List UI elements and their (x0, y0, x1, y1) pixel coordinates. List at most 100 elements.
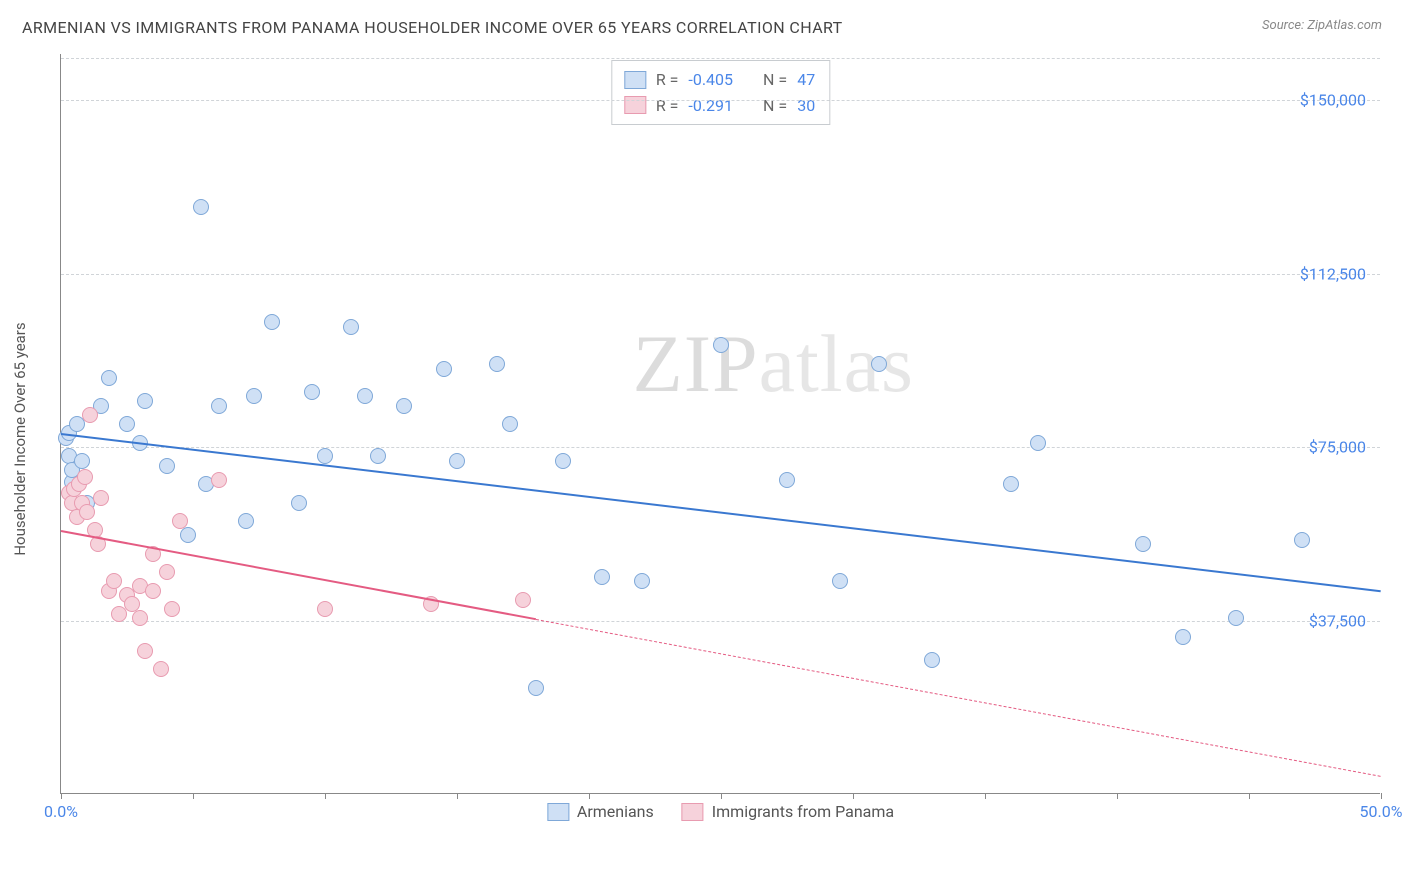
data-point (515, 592, 531, 608)
data-point (317, 601, 333, 617)
data-point (1135, 536, 1151, 552)
data-point (238, 513, 254, 529)
stat-r-value: -0.405 (688, 67, 733, 93)
legend-label: Immigrants from Panama (712, 802, 894, 821)
data-point (634, 573, 650, 589)
chart-container: Householder Income Over 65 years ZIPatla… (32, 54, 1392, 824)
data-point (137, 643, 153, 659)
data-point (106, 573, 122, 589)
x-tick-label: 0.0% (44, 802, 78, 821)
data-point (594, 569, 610, 585)
y-tick-label: $37,500 (1309, 611, 1366, 630)
data-point (779, 472, 795, 488)
plot-area: ZIPatlas R =-0.405N =47R =-0.291N =30 Ar… (60, 54, 1380, 794)
y-tick-label: $112,500 (1300, 264, 1366, 283)
y-tick-label: $75,000 (1309, 438, 1366, 457)
data-point (74, 453, 90, 469)
gridline (61, 447, 1380, 448)
data-point (246, 388, 262, 404)
data-point (101, 370, 117, 386)
data-point (79, 504, 95, 520)
x-tick (457, 793, 458, 799)
data-point (211, 472, 227, 488)
data-point (1175, 629, 1191, 645)
stat-r-label: R = (656, 93, 679, 119)
x-tick (853, 793, 854, 799)
data-point (1003, 476, 1019, 492)
data-point (370, 448, 386, 464)
legend-swatch (624, 96, 646, 114)
x-tick (589, 793, 590, 799)
data-point (145, 583, 161, 599)
data-point (291, 495, 307, 511)
data-point (1228, 610, 1244, 626)
source-label: Source: ZipAtlas.com (1262, 18, 1382, 33)
x-tick (721, 793, 722, 799)
stat-n-label: N = (763, 93, 787, 119)
x-tick (61, 793, 62, 799)
stat-n-value: 30 (797, 93, 815, 119)
data-point (555, 453, 571, 469)
legend-item: Immigrants from Panama (682, 802, 894, 821)
data-point (164, 601, 180, 617)
data-point (172, 513, 188, 529)
gridline (61, 621, 1380, 622)
data-point (924, 652, 940, 668)
gridline (61, 58, 1380, 59)
gridline (61, 274, 1380, 275)
stat-r-value: -0.291 (688, 93, 733, 119)
legend-swatch (682, 803, 704, 821)
data-point (77, 469, 93, 485)
data-point (449, 453, 465, 469)
x-tick (1117, 793, 1118, 799)
series-legend: Armenians Immigrants from Panama (547, 802, 894, 821)
data-point (396, 398, 412, 414)
legend-swatch (547, 803, 569, 821)
data-point (159, 564, 175, 580)
x-tick (193, 793, 194, 799)
data-point (153, 661, 169, 677)
chart-title: ARMENIAN VS IMMIGRANTS FROM PANAMA HOUSE… (22, 18, 843, 37)
data-point (82, 407, 98, 423)
data-point (489, 356, 505, 372)
x-tick (1249, 793, 1250, 799)
x-tick (1381, 793, 1382, 799)
stat-legend-row: R = -0.291 N = 30 (624, 93, 815, 119)
stat-legend-row: R = -0.405 N = 47 (624, 67, 815, 93)
data-point (1294, 532, 1310, 548)
data-point (93, 490, 109, 506)
data-point (317, 448, 333, 464)
x-tick (325, 793, 326, 799)
data-point (211, 398, 227, 414)
data-point (713, 337, 729, 353)
stat-legend: R = -0.405 N = 47 R = -0.291 N = 30 (611, 60, 830, 125)
data-point (357, 388, 373, 404)
data-point (343, 319, 359, 335)
gridline (61, 100, 1380, 101)
data-point (1030, 435, 1046, 451)
data-point (832, 573, 848, 589)
data-point (119, 416, 135, 432)
data-point (159, 458, 175, 474)
data-point (132, 610, 148, 626)
trend-line (536, 619, 1381, 777)
y-axis-label: Householder Income Over 65 years (11, 322, 29, 555)
stat-r-label: R = (656, 67, 679, 93)
legend-label: Armenians (577, 802, 654, 821)
legend-item: Armenians (547, 802, 654, 821)
stat-n-label: N = (763, 67, 787, 93)
y-tick-label: $150,000 (1300, 91, 1366, 110)
data-point (871, 356, 887, 372)
x-tick-label: 50.0% (1360, 802, 1403, 821)
legend-swatch (624, 71, 646, 89)
data-point (304, 384, 320, 400)
data-point (436, 361, 452, 377)
x-tick (985, 793, 986, 799)
data-point (137, 393, 153, 409)
data-point (180, 527, 196, 543)
data-point (264, 314, 280, 330)
data-point (528, 680, 544, 696)
stat-n-value: 47 (797, 67, 815, 93)
data-point (502, 416, 518, 432)
data-point (193, 199, 209, 215)
